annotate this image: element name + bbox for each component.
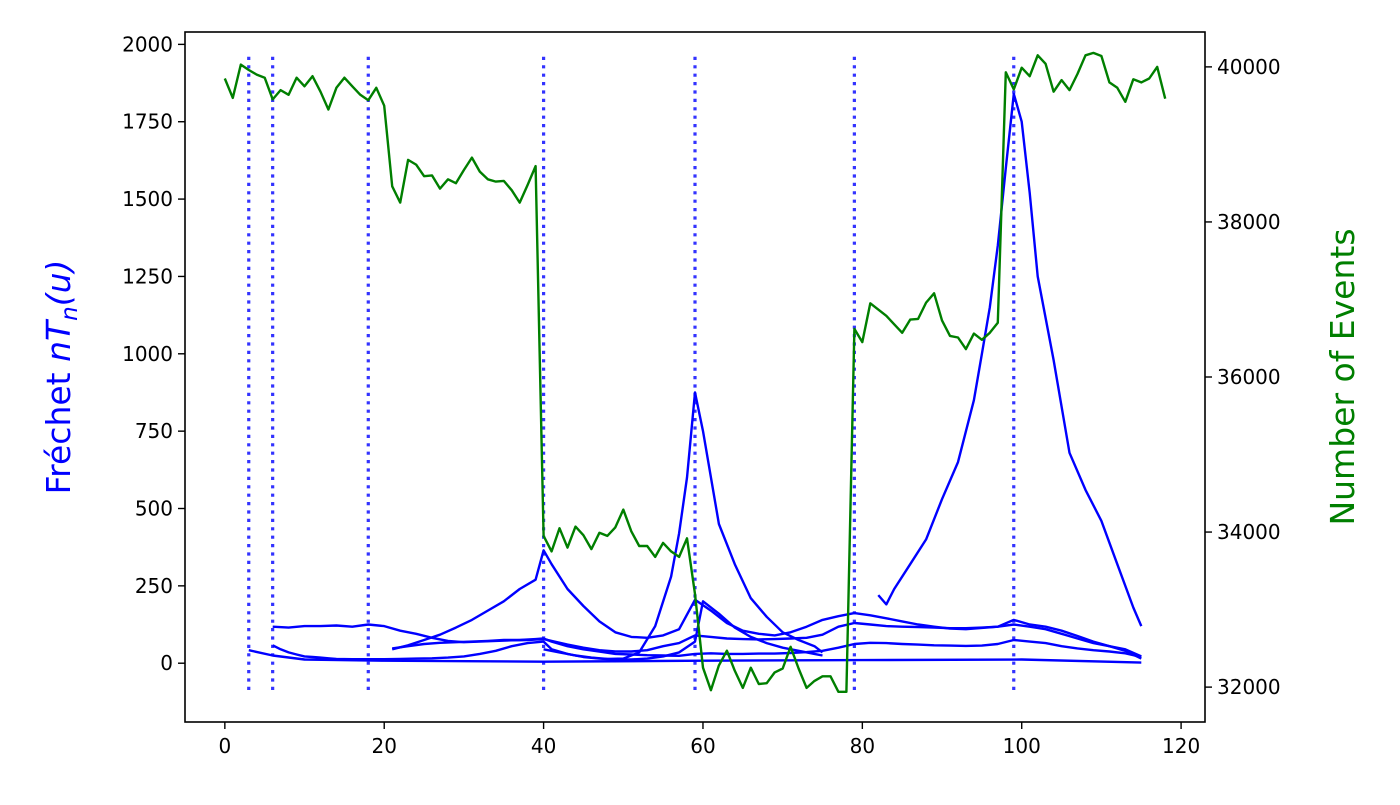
y-right-tick-label: 40000 [1217, 55, 1281, 79]
frechet-series-line [248, 649, 1142, 664]
y-left-tick-label: 750 [135, 419, 173, 443]
y-axis-right-title: Number of Events [1323, 228, 1362, 525]
y-left-tick-label: 2000 [122, 32, 173, 56]
y-right-tick-label: 34000 [1217, 520, 1281, 544]
y-right-tick-label: 38000 [1217, 210, 1281, 234]
frechet-series-group [248, 92, 1143, 664]
frechet-series-line [877, 92, 1143, 627]
y-left-tick-label: 1500 [122, 187, 173, 211]
y-left-tick-label: 1000 [122, 342, 173, 366]
y-left-tick-label: 250 [135, 574, 173, 598]
x-tick-label: 120 [1162, 734, 1200, 758]
y-left-tick-label: 0 [160, 651, 173, 675]
x-tick-label: 20 [371, 734, 396, 758]
x-tick-label: 60 [690, 734, 715, 758]
x-tick-label: 40 [531, 734, 556, 758]
x-tick-label: 0 [218, 734, 231, 758]
y-left-tick-label: 1250 [122, 264, 173, 288]
x-tick-label: 100 [1003, 734, 1041, 758]
y-axis-left: 0 250 500 750 1000 1250 1500 1750 2000 [122, 32, 185, 675]
y-right-tick-label: 36000 [1217, 365, 1281, 389]
frechet-series-line [272, 600, 823, 661]
y-axis-right: 32000 34000 36000 38000 40000 [1205, 55, 1281, 699]
y-right-tick-label: 32000 [1217, 675, 1281, 699]
events-series-group [223, 51, 1167, 693]
y-axis-left-title: Fréchet nTn(u) [39, 260, 83, 495]
frechet-series-line [391, 549, 1142, 660]
events-series-line [223, 51, 1167, 693]
y-left-tick-label: 500 [135, 497, 173, 521]
x-axis: 0 20 40 60 80 100 120 [218, 722, 1200, 758]
y-left-tick-label: 1750 [122, 110, 173, 134]
frechet-series-line [543, 391, 824, 661]
x-tick-label: 80 [850, 734, 875, 758]
